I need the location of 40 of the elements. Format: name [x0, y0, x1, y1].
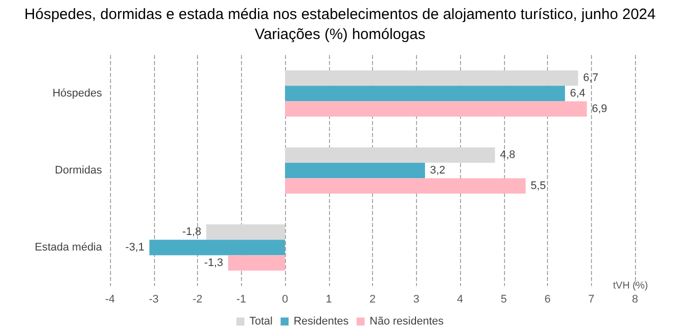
bar: [228, 255, 285, 271]
bar: [285, 101, 587, 117]
x-tick-label: 3: [413, 294, 420, 306]
bar: [206, 224, 285, 240]
y-tick-label: Dormidas: [54, 164, 102, 176]
data-label: 3,2: [430, 164, 446, 176]
data-label: 5,5: [530, 180, 546, 192]
chart-subtitle: Variações (%) homólogas: [254, 26, 426, 43]
x-tick-label: -3: [148, 294, 159, 306]
data-label: 6,9: [592, 102, 608, 115]
y-tick-label: Estada média: [34, 242, 103, 254]
x-tick-label: 2: [369, 294, 376, 306]
y-tick-label: Hóspedes: [52, 88, 102, 100]
x-tick-label: 4: [456, 294, 464, 306]
bar: [149, 240, 285, 256]
legend-label: Total: [249, 316, 273, 328]
bar: [285, 162, 425, 178]
legend-label: Residentes: [294, 316, 350, 328]
data-label: 6,4: [570, 88, 586, 100]
data-label: -1,8: [182, 226, 202, 238]
data-label: -1,3: [204, 256, 224, 269]
data-label: 6,7: [583, 72, 598, 84]
x-tick-label: 5: [500, 294, 507, 306]
x-tick-label: -4: [105, 294, 115, 306]
x-tick-label: 1: [326, 294, 332, 306]
x-tick-label: -1: [236, 294, 246, 306]
x-axis-title: tVH (%): [613, 280, 648, 292]
bar: [285, 70, 578, 86]
bar: [285, 147, 495, 163]
bar: [285, 178, 526, 194]
x-tick-label: 6: [544, 294, 551, 306]
chart-title: Hóspedes, dormidas e estada média nos estabelecimentos de alojamento turístico, junho 2024: [24, 6, 656, 23]
legend-label: Não residentes: [370, 316, 444, 328]
x-tick-label: 8: [632, 294, 638, 306]
x-tick-label: 0: [282, 294, 288, 306]
data-label: 4,8: [500, 149, 516, 162]
x-tick-label: 7: [588, 294, 594, 306]
x-tick-label: -2: [192, 294, 202, 306]
data-label: -3,1: [125, 242, 144, 254]
bar: [285, 86, 565, 102]
